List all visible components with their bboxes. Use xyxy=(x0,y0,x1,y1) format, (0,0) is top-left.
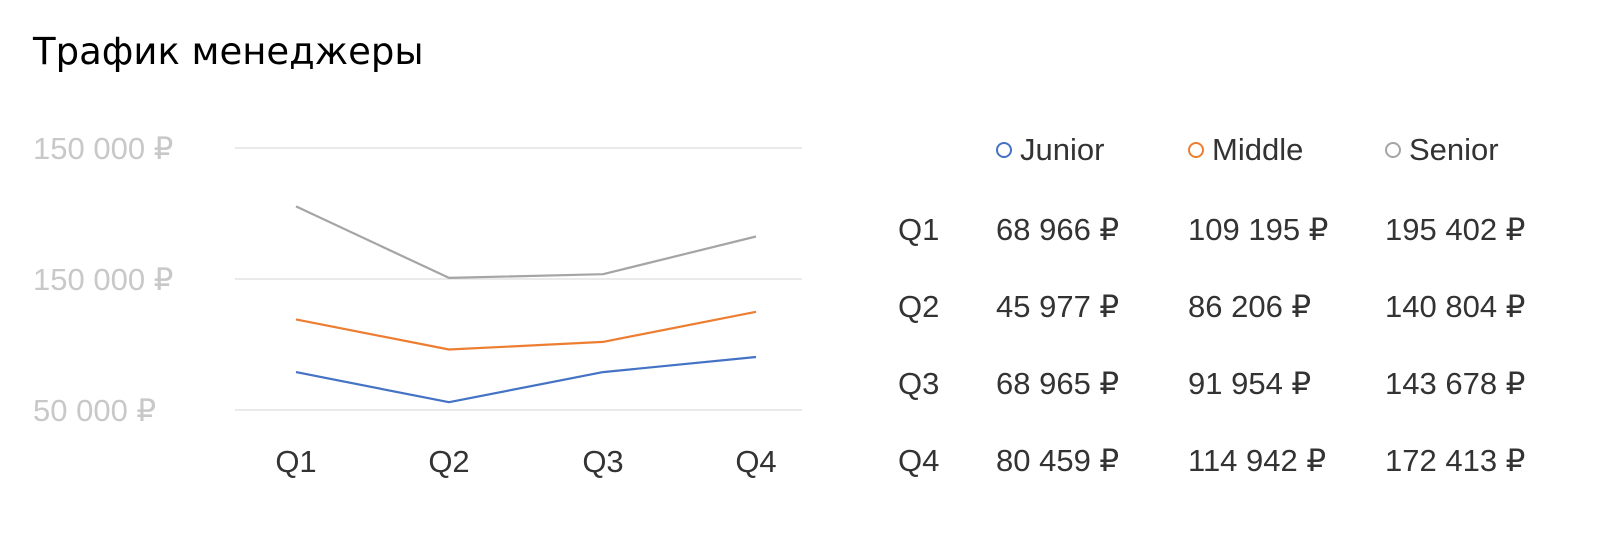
legend-item-middle: Middle xyxy=(1188,132,1303,168)
table-row-label: Q2 xyxy=(898,289,940,324)
table-cell: 109 195 ₽ xyxy=(1188,212,1329,247)
legend-label: Junior xyxy=(1020,132,1105,167)
y-axis-ticks: 150 000 ₽ 150 000 ₽ 50 000 ₽ xyxy=(33,131,173,428)
chart-title: Трафик менеджеры xyxy=(33,30,424,73)
x-tick-label: Q4 xyxy=(735,444,776,479)
table-cell: 45 977 ₽ xyxy=(996,289,1120,324)
legend-label: Middle xyxy=(1212,132,1304,167)
y-tick-label: 150 000 ₽ xyxy=(33,131,173,166)
y-tick-label: 150 000 ₽ xyxy=(33,262,173,297)
table-cell: 195 402 ₽ xyxy=(1385,212,1526,247)
legend-marker-icon xyxy=(1385,142,1401,158)
table-cell: 80 459 ₽ xyxy=(996,443,1120,478)
table-cell: 143 678 ₽ xyxy=(1385,366,1526,401)
legend-marker-icon xyxy=(996,142,1012,158)
legend-marker-icon xyxy=(1188,142,1204,158)
table-cell: 68 965 ₽ xyxy=(996,366,1120,401)
table-cell: 91 954 ₽ xyxy=(1188,366,1312,401)
x-tick-label: Q1 xyxy=(275,444,316,479)
series-lines xyxy=(295,205,757,404)
legend-label: Senior xyxy=(1409,132,1499,167)
table-row-label: Q1 xyxy=(898,212,940,247)
series-line-junior xyxy=(295,355,757,404)
x-tick-label: Q2 xyxy=(428,444,469,479)
legend-item-senior: Senior xyxy=(1385,132,1499,168)
table-cell: 86 206 ₽ xyxy=(1188,289,1312,324)
table-cell: 68 966 ₽ xyxy=(996,212,1120,247)
series-line-middle xyxy=(295,310,757,351)
series-line-senior xyxy=(295,205,757,279)
table-row-label: Q3 xyxy=(898,366,940,401)
line-chart: 150 000 ₽ 150 000 ₽ 50 000 ₽ Q1 Q2 Q3 Q4 xyxy=(33,131,802,479)
grid-layer xyxy=(235,147,802,411)
table-cell: 114 942 ₽ xyxy=(1188,443,1327,478)
legend-item-junior: Junior xyxy=(996,132,1104,168)
table-cell: 140 804 ₽ xyxy=(1385,289,1526,324)
table-cell: 172 413 ₽ xyxy=(1385,443,1526,478)
y-tick-label: 50 000 ₽ xyxy=(33,393,156,428)
table-row-label: Q4 xyxy=(898,443,940,478)
x-axis-ticks: Q1 Q2 Q3 Q4 xyxy=(275,444,776,479)
x-tick-label: Q3 xyxy=(582,444,623,479)
